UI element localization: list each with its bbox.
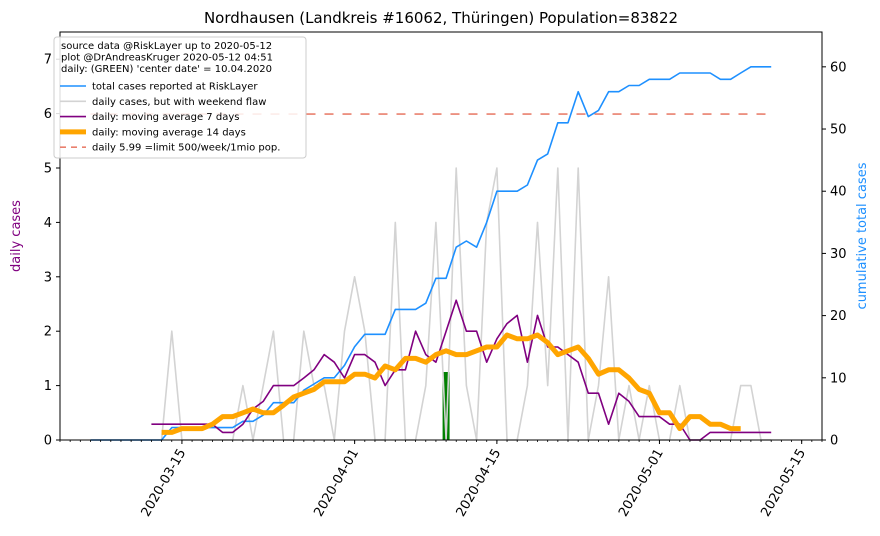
daily-cases-line	[90, 167, 772, 441]
moving-average-14-line	[161, 332, 741, 435]
legend-label: daily 5.99 =limit 500/week/1mio pop.	[92, 143, 280, 154]
plot-frame	[59, 31, 823, 441]
y-left-tick-label: 0	[44, 434, 52, 449]
y-right-tick-label: 40	[830, 185, 847, 200]
legend: source data @RiskLayer up to 2020-05-12p…	[53, 36, 307, 159]
series-lines	[90, 66, 772, 441]
y-left-tick-label: 2	[44, 325, 52, 340]
legend-box	[53, 36, 307, 159]
y-right-tick-label: 30	[830, 247, 847, 262]
y-axis-right: 0 10 20 30 40 50 60	[822, 60, 847, 449]
x-tick-label: 2020-05-15	[758, 447, 809, 520]
chart-title: Nordhausen (Landkreis #16062, Thüringen)…	[204, 9, 678, 27]
x-tick-label: 2020-05-01	[616, 447, 667, 520]
y-right-tick-label: 10	[830, 371, 847, 386]
legend-label: daily: moving average 14 days	[92, 127, 246, 138]
legend-header-line: plot @DrAndreasKruger 2020-05-12 04:51	[61, 53, 273, 64]
x-tick-label: 2020-04-15	[454, 447, 505, 520]
y-axis-left-label: daily cases	[9, 200, 24, 272]
y-left-tick-label: 1	[44, 379, 52, 394]
y-left-tick-label: 7	[44, 53, 52, 68]
y-right-tick-label: 0	[830, 434, 838, 449]
y-right-tick-label: 50	[830, 123, 847, 138]
y-left-tick-label: 6	[44, 107, 52, 122]
x-tick-label: 2020-04-01	[311, 447, 362, 520]
center-date-bar	[442, 372, 450, 440]
legend-header-line: source data @RiskLayer up to 2020-05-12	[61, 41, 272, 52]
x-axis: 2020-03-15 2020-04-01 2020-04-15 2020-05-01…	[59, 440, 823, 520]
legend-label: daily cases, but with weekend flaw	[92, 97, 266, 108]
y-axis-left: 0 1 2 3 4 5 6 7	[44, 53, 60, 449]
y-left-tick-label: 5	[44, 162, 52, 177]
y-axis-right-label: cumulative total cases	[855, 162, 870, 309]
x-tick-label: 2020-03-15	[139, 447, 190, 520]
moving-average-7-line	[151, 299, 772, 441]
legend-label: daily: moving average 7 days	[92, 112, 239, 123]
y-right-tick-label: 20	[830, 309, 847, 324]
y-right-tick-label: 60	[830, 60, 847, 75]
center-date-bars	[442, 372, 450, 440]
legend-label: total cases reported at RiskLayer	[92, 82, 258, 93]
y-left-tick-label: 4	[44, 216, 52, 231]
legend-header-line: daily: (GREEN) 'center date' = 10.04.202…	[61, 64, 272, 75]
y-left-tick-label: 3	[44, 270, 52, 285]
